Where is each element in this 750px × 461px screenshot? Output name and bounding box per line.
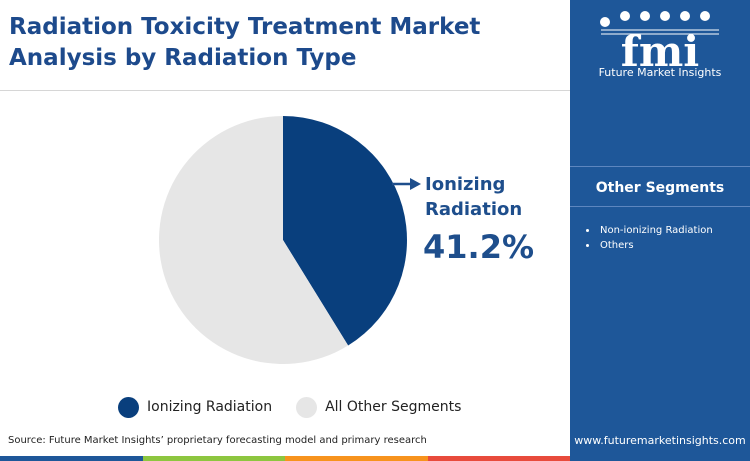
callout-label: Ionizing Radiation (425, 172, 522, 222)
pie-slice-all-other-segments (158, 115, 349, 365)
legend-label: Ionizing Radiation (147, 399, 273, 415)
other-segment-item: Others (584, 238, 713, 253)
chart-title: Radiation Toxicity Treatment Market Anal… (9, 12, 564, 74)
bottom-bar-segment (427, 456, 570, 461)
legend-swatch (118, 396, 139, 418)
chart-title-line-2: Analysis by Radiation Type (9, 45, 357, 71)
other-segment-item: Non-ionizing Radiation (584, 223, 713, 238)
logo-globe-icon (600, 17, 610, 27)
logo-globe-icon (620, 11, 630, 21)
chart-legend: Ionizing Radiation All Other Segments (118, 396, 485, 418)
other-segments-heading: Other Segments (595, 180, 725, 196)
legend-label: All Other Segments (325, 399, 462, 415)
callout-label-line-2: Radiation (425, 199, 523, 220)
callout-arrow-icon (392, 178, 421, 190)
legend-item: All Other Segments (296, 396, 462, 418)
logo-globe-icon (700, 11, 710, 21)
callout-value: 41.2% (423, 228, 535, 266)
bottom-color-bar (0, 456, 570, 461)
title-divider (0, 90, 570, 91)
logo-wordmark: fmi (621, 27, 699, 70)
logo-globe-icon (680, 11, 690, 21)
bottom-bar-segment (142, 456, 285, 461)
pie-chart (158, 115, 421, 365)
logo-globe-icon (660, 11, 670, 21)
legend-swatch (296, 396, 318, 418)
legend-item: Ionizing Radiation (118, 396, 273, 418)
chart-title-line-1: Radiation Toxicity Treatment Market (9, 14, 481, 40)
other-segments-list: Non-ionizing Radiation Others (584, 223, 713, 253)
logo-globe-icon (640, 11, 650, 21)
source-note: Source: Future Market Insights’ propriet… (8, 435, 427, 446)
sidebar: fmi Future Market Insights Other Segment… (570, 0, 750, 461)
bottom-bar-segment (0, 456, 143, 461)
sidebar-divider-top (570, 166, 750, 167)
callout-label-line-1: Ionizing (425, 174, 506, 195)
fmi-logo: fmi (600, 11, 719, 70)
sidebar-divider-bottom (570, 206, 750, 207)
pie-slice-ionizing-radiation (283, 116, 407, 346)
logo-subtitle: Future Market Insights (598, 66, 722, 79)
website-url: www.futuremarketinsights.com (574, 434, 746, 447)
chart-panel: Radiation Toxicity Treatment Market Anal… (0, 12, 570, 461)
bottom-bar-segment (285, 456, 428, 461)
